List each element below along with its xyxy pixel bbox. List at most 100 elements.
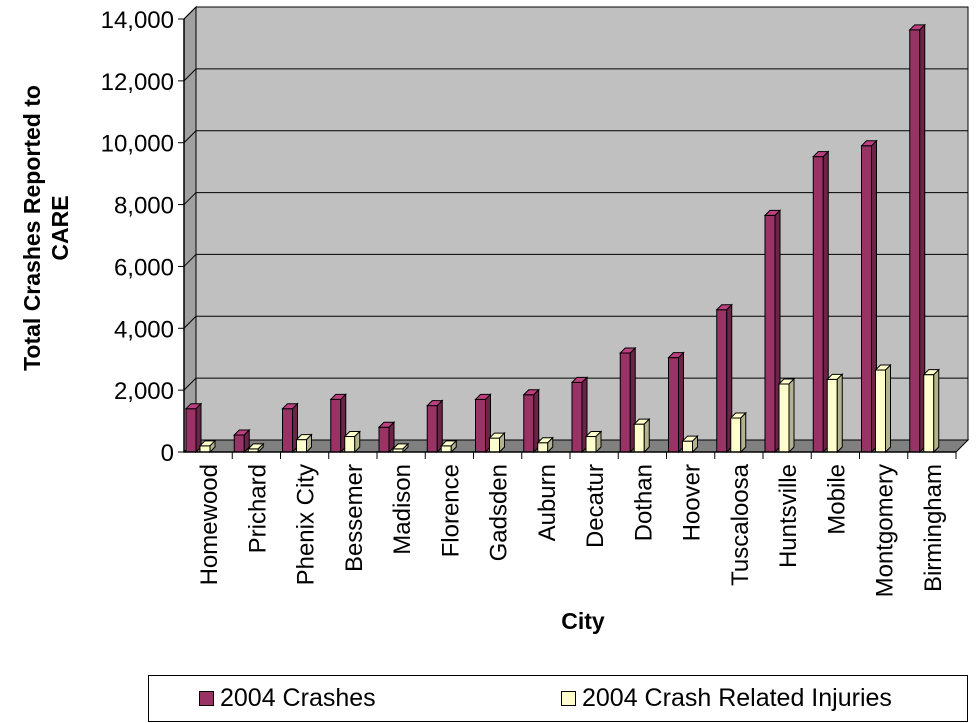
bar-front [764,214,776,453]
bar-side [836,373,843,454]
bar-crashes-montgomery [860,139,878,454]
bar-side [306,433,312,454]
bar-side [450,439,457,454]
bar-crashes-gadsden [474,393,492,454]
bar-side [595,430,602,454]
bar-crashes-hoover [667,351,685,454]
bar-front [233,434,245,453]
bar-crashes-decatur [570,376,589,454]
bar-front [923,374,935,453]
legend-swatch-injuries [561,691,576,706]
bar-front [282,408,293,453]
bar-front [475,398,486,453]
bar-side [209,439,216,454]
bar-side [678,351,684,454]
x-tick-label: Montgomery [872,464,899,597]
gridline-side [183,192,197,205]
bar-injuries-homewood [198,439,217,454]
x-tick-label: Decatur [582,464,609,548]
bar-front [861,145,872,453]
bar-front [330,398,342,453]
y-axis-title-line-1: Total Crashes Reported to [19,85,45,371]
x-tick-labels: Homewood Prichard Phenix City Bessemer Madis… [196,463,947,597]
x-tick-label: Gadsden [486,464,513,561]
y-axis-title-line-2: CARE [47,195,73,260]
axes [183,19,957,459]
legend: 2004 Crashes 2004 Crash Related Injuries [148,675,968,722]
x-tick-label: Huntsville [775,464,802,568]
y-tick-label: 12,000 [101,69,174,96]
y-tick-label: 6,000 [114,254,174,281]
legend-swatch-crashes [199,691,214,706]
bar-crashes-phenix-city [281,402,299,454]
bar-side [402,442,409,454]
gridline-side [183,315,197,329]
bars [184,23,940,454]
bar-front [826,378,838,453]
bar-injuries-gadsden [488,431,506,454]
bar-side [354,430,361,454]
bar-crashes-huntsville [763,209,782,454]
bar-side [436,399,443,454]
x-tick-label: Florence [437,464,464,557]
gridlines [178,6,968,453]
y-tick-label: 2,000 [114,378,174,405]
bar-front [199,445,211,453]
bar-injuries-dothan [633,417,651,454]
x-tick-label: Tuscaloosa [727,463,754,585]
bar-side [692,434,698,454]
bar-front [633,423,645,453]
bar-front [585,436,597,453]
bar-front [489,437,500,453]
gridline-side [183,68,197,82]
plot-back-wall [195,6,969,441]
bar-front [523,394,535,453]
x-tick-label: Madison [389,464,416,555]
bar-injuries-bessemer [343,430,361,454]
bar-injuries-tuscaloosa [729,411,747,454]
y-tick-labels: 0 2,000 4,000 6,000 8,000 10,000 12,000 14,000 [101,7,174,467]
legend-label-injuries: 2004 Crash Related Injuries [582,684,892,712]
bar-injuries-madison [391,442,410,454]
bar-front [440,445,452,453]
bar-front [716,309,728,453]
bar-crashes-madison [377,421,396,454]
bar-front [730,417,742,453]
bar-side [788,377,795,454]
bar-front [909,29,921,453]
x-tick-label: Dothan [630,464,657,541]
bar-injuries-phenix-city [295,433,313,454]
bar-crashes-bessemer [329,393,347,454]
x-tick-label: Bessemer [341,464,368,572]
bar-front [812,156,824,453]
bar-side [740,411,747,454]
x-tick-label: Phenix City [293,464,320,585]
bar-front [378,426,390,453]
x-tick-label: Birmingham [920,464,947,592]
bar-injuries-birmingham [922,368,940,454]
legend-item-injuries: 2004 Crash Related Injuries [561,684,892,713]
bar-injuries-huntsville [777,377,796,454]
bar-front [344,436,356,453]
bar-injuries-prichard [247,442,265,454]
bar-side [257,442,264,454]
gridline-side [183,6,197,20]
bar-front [426,405,438,453]
bar-front [571,381,583,453]
x-axis-title: City [561,608,605,634]
bar-injuries-montgomery [874,363,892,454]
bar-injuries-florence [440,439,458,454]
bar-injuries-decatur [584,430,603,454]
bar-front [296,439,307,453]
x-tick-label: Auburn [534,464,561,541]
bar-front [668,357,679,453]
bar-crashes-mobile [812,150,830,454]
x-tick-label: Prichard [244,464,271,553]
bar-front [875,369,886,453]
bar-crashes-florence [426,399,444,454]
bar-injuries-mobile [826,373,844,454]
bar-injuries-hoover [681,434,699,454]
y-tick-label: 10,000 [101,131,174,158]
bar-front [619,352,631,453]
bar-crashes-tuscaloosa [715,303,733,454]
